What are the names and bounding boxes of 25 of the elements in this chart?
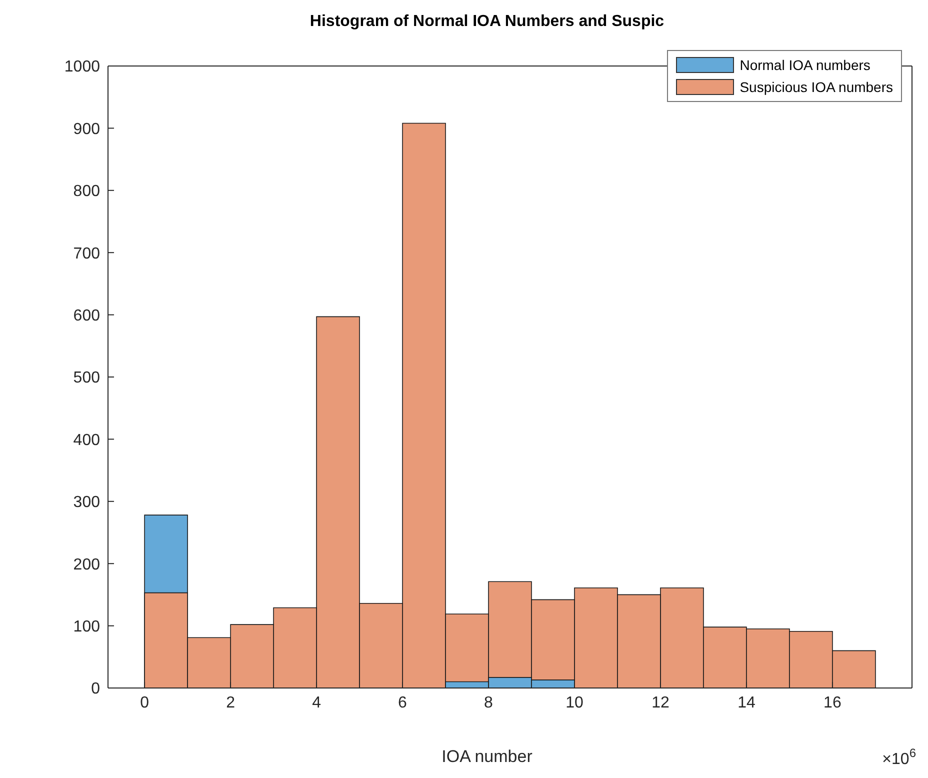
y-tick-label: 800 xyxy=(73,183,100,200)
y-tick-label: 300 xyxy=(73,494,100,512)
x-tick-label: 0 xyxy=(140,694,150,712)
text: ×10$^{6}$ xyxy=(882,746,916,768)
y-tick-label: 500 xyxy=(73,370,100,387)
x-tick-label: 6 xyxy=(398,694,408,712)
x-tick-label: 2 xyxy=(226,694,236,712)
x-tick-label: 16 xyxy=(824,694,842,712)
y-tick-label: 700 xyxy=(73,245,100,262)
x-tick-label: 10 xyxy=(566,694,584,712)
x-tick-label: 12 xyxy=(652,694,670,712)
x-axis-title: IOA number xyxy=(442,747,533,766)
y-tick-label: 900 xyxy=(73,120,100,138)
y-tick-label: 400 xyxy=(73,432,100,449)
y-tick-label: 0 xyxy=(91,680,100,698)
y-tick-label: 600 xyxy=(73,307,100,324)
x-tick-label: 4 xyxy=(312,694,322,712)
chart-title: Histogram of Normal IOA Numbers and Suspic xyxy=(310,13,664,30)
x-tick-label: 8 xyxy=(484,694,494,712)
legend-label: Suspicious IOA numbers xyxy=(740,78,893,97)
y-tick-label: 100 xyxy=(73,618,100,636)
y-tick-label: 1000 xyxy=(64,58,100,76)
x-tick-label: 14 xyxy=(738,694,756,712)
legend-label: Normal IOA numbers xyxy=(740,56,870,75)
y-tick-label: 200 xyxy=(73,556,100,574)
